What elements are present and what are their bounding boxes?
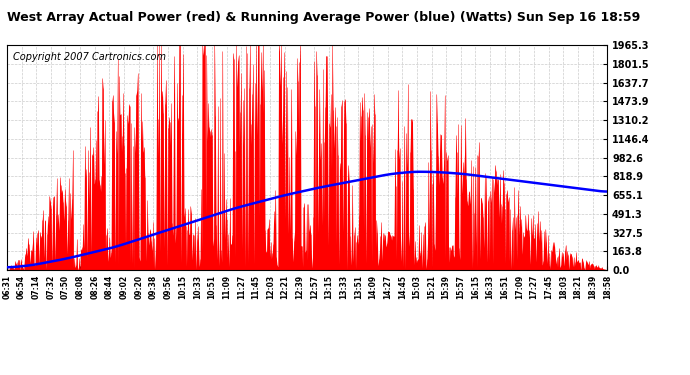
Text: West Array Actual Power (red) & Running Average Power (blue) (Watts) Sun Sep 16 : West Array Actual Power (red) & Running … xyxy=(7,11,640,24)
Text: Copyright 2007 Cartronics.com: Copyright 2007 Cartronics.com xyxy=(13,52,166,62)
